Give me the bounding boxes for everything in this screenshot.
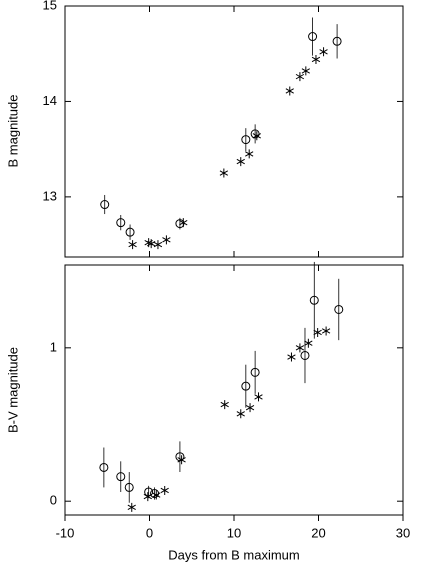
asterisk-point (311, 54, 321, 64)
x-tick-label: -10 (56, 525, 75, 540)
circle-point (300, 350, 310, 360)
asterisk-point (252, 131, 261, 141)
asterisk-point (301, 66, 310, 76)
asterisk-point (319, 47, 328, 57)
circle-point (99, 462, 109, 472)
circle-point (241, 381, 251, 391)
asterisk-point (236, 157, 245, 167)
circle-point (125, 227, 135, 237)
asterisk-point (179, 218, 188, 228)
asterisk-point (245, 149, 254, 159)
asterisk-point (285, 86, 294, 96)
y-tick-label: 1 (50, 339, 57, 354)
asterisk-point (127, 502, 136, 512)
circle-point (116, 218, 126, 228)
asterisk-point (304, 338, 313, 348)
circle-point (334, 304, 344, 314)
panel-frame (64, 5, 404, 258)
asterisk-point (160, 485, 169, 495)
circle-point (241, 135, 251, 145)
circle-point (116, 472, 126, 482)
asterisk-point (220, 400, 229, 410)
x-axis-label: Days from B maximum (168, 547, 299, 562)
asterisk-point (152, 490, 161, 500)
asterisk-point (128, 240, 137, 250)
circle-point (250, 367, 260, 377)
asterisk-point (153, 240, 163, 250)
y-tick-label: 15 (43, 0, 57, 12)
circle-point (308, 32, 318, 42)
circle-point (175, 219, 185, 229)
x-tick-label: 30 (396, 525, 410, 540)
x-tick-label: 0 (146, 525, 153, 540)
y-tick-label: 0 (50, 493, 57, 508)
y-tick-label: 14 (43, 93, 57, 108)
asterisk-point (162, 235, 171, 245)
x-tick-label: 10 (227, 525, 241, 540)
circle-point (309, 295, 319, 305)
asterisk-point (147, 239, 156, 249)
y-axis-label: B magnitude (5, 95, 20, 168)
panel-frame (64, 264, 404, 516)
x-tick-label: 20 (311, 525, 325, 540)
circle-point (250, 129, 260, 139)
asterisk-point (245, 403, 255, 413)
y-tick-label: 13 (43, 188, 57, 203)
circle-point (124, 482, 134, 492)
circle-point (332, 36, 342, 46)
asterisk-point (295, 72, 305, 82)
asterisk-point (143, 492, 152, 502)
circle-point (100, 200, 110, 210)
asterisk-point (177, 455, 186, 465)
asterisk-point (254, 392, 263, 402)
asterisk-point (236, 409, 245, 419)
asterisk-point (287, 352, 296, 362)
asterisk-point (219, 168, 229, 178)
asterisk-point (313, 327, 322, 337)
asterisk-point (321, 326, 331, 336)
y-axis-label: B-V magnitude (5, 347, 20, 433)
asterisk-point (295, 343, 305, 353)
